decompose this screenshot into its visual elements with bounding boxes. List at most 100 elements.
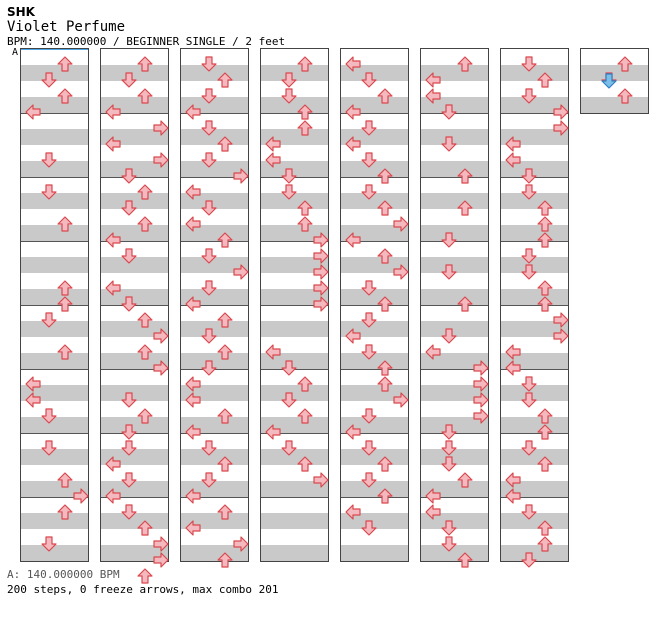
arrow-left-icon: [185, 104, 201, 120]
arrow-right-icon: [553, 328, 569, 344]
arrow-down-icon: [441, 520, 457, 536]
arrow-down-icon: [441, 536, 457, 552]
arrow-left-icon: [345, 232, 361, 248]
arrow-down-icon: [441, 456, 457, 472]
arrow-down-icon: [281, 392, 297, 408]
arrow-down-icon: [361, 520, 377, 536]
arrow-down-icon: [441, 328, 457, 344]
arrow-right-icon: [313, 280, 329, 296]
arrow-down-icon: [441, 424, 457, 440]
arrow-left-icon: [345, 136, 361, 152]
arrow-right-icon: [313, 296, 329, 312]
arrow-down-icon: [441, 232, 457, 248]
arrow-up-icon: [457, 56, 473, 72]
arrow-up-icon: [377, 296, 393, 312]
arrow-right-icon: [313, 232, 329, 248]
measure-line: [501, 305, 568, 306]
arrow-up-icon: [137, 216, 153, 232]
measure-line: [21, 369, 88, 370]
arrow-right-icon: [233, 536, 249, 552]
arrow-up-icon: [537, 72, 553, 88]
arrow-down-icon: [441, 264, 457, 280]
arrow-up-icon: [217, 504, 233, 520]
arrow-down-icon: [281, 184, 297, 200]
arrow-down-icon: [41, 152, 57, 168]
measure-line: [261, 241, 328, 242]
arrow-up-icon: [137, 88, 153, 104]
arrow-left-icon: [185, 184, 201, 200]
arrow-up-icon: [537, 520, 553, 536]
arrow-up-icon: [617, 56, 633, 72]
arrow-down-icon: [521, 376, 537, 392]
arrow-left-icon: [505, 152, 521, 168]
arrow-up-icon: [57, 280, 73, 296]
arrow-right-icon: [393, 264, 409, 280]
arrow-up-icon: [297, 200, 313, 216]
arrow-left-icon: [345, 104, 361, 120]
arrow-right-icon: [153, 328, 169, 344]
arrow-down-icon: [201, 248, 217, 264]
arrow-right-icon: [473, 376, 489, 392]
arrow-down-icon: [121, 440, 137, 456]
arrow-left-icon: [105, 232, 121, 248]
arrow-down-icon: [121, 296, 137, 312]
measure-line: [261, 433, 328, 434]
arrow-left-icon: [105, 280, 121, 296]
measure-line: [181, 433, 248, 434]
bpm-marker-label: A: [12, 47, 19, 58]
arrow-down-icon: [41, 312, 57, 328]
arrow-up-icon: [57, 296, 73, 312]
arrow-down-icon: [281, 440, 297, 456]
arrow-up-icon: [537, 456, 553, 472]
measure-column-2: [100, 48, 169, 584]
arrow-down-icon: [361, 312, 377, 328]
measure-line: [101, 369, 168, 370]
arrow-up-icon: [537, 216, 553, 232]
arrow-right-icon: [153, 552, 169, 568]
arrow-left-icon: [105, 136, 121, 152]
measure-line: [181, 305, 248, 306]
arrow-down-icon: [41, 408, 57, 424]
arrow-up-icon: [537, 424, 553, 440]
measure-column-8: [580, 48, 649, 114]
arrow-up-icon: [137, 56, 153, 72]
arrow-right-icon: [393, 216, 409, 232]
arrow-up-icon: [297, 56, 313, 72]
measure-line: [261, 497, 328, 498]
arrow-left-icon: [185, 392, 201, 408]
arrow-up-icon: [377, 168, 393, 184]
arrow-up-icon: [137, 184, 153, 200]
arrow-down-icon: [361, 184, 377, 200]
arrow-left-icon: [425, 488, 441, 504]
arrow-left-icon: [185, 216, 201, 232]
measure-line: [261, 113, 328, 114]
measure-line: [341, 241, 408, 242]
arrow-up-icon: [217, 456, 233, 472]
arrow-down-icon: [521, 440, 537, 456]
arrow-up-icon: [297, 104, 313, 120]
measure-line: [101, 241, 168, 242]
measure-line: [341, 369, 408, 370]
measure-line: [181, 497, 248, 498]
arrow-up-icon: [137, 568, 153, 584]
measure-line: [101, 497, 168, 498]
arrow-up-icon: [217, 232, 233, 248]
bpm-change-line: [21, 49, 88, 50]
arrow-up-icon: [457, 200, 473, 216]
arrow-down-icon: [361, 472, 377, 488]
arrow-up-icon: [297, 376, 313, 392]
arrow-down-icon: [521, 88, 537, 104]
measure-line: [341, 433, 408, 434]
arrow-up-icon: [217, 552, 233, 568]
arrow-down-icon: [201, 88, 217, 104]
arrow-right-icon: [233, 264, 249, 280]
arrow-up-icon: [377, 88, 393, 104]
arrow-down-icon: [201, 280, 217, 296]
arrow-left-icon: [185, 488, 201, 504]
arrow-down-icon: [201, 152, 217, 168]
arrow-right-icon: [473, 360, 489, 376]
arrow-down-icon: [201, 440, 217, 456]
arrow-down-icon: [361, 72, 377, 88]
arrow-up-icon: [377, 200, 393, 216]
measure-line: [421, 305, 488, 306]
